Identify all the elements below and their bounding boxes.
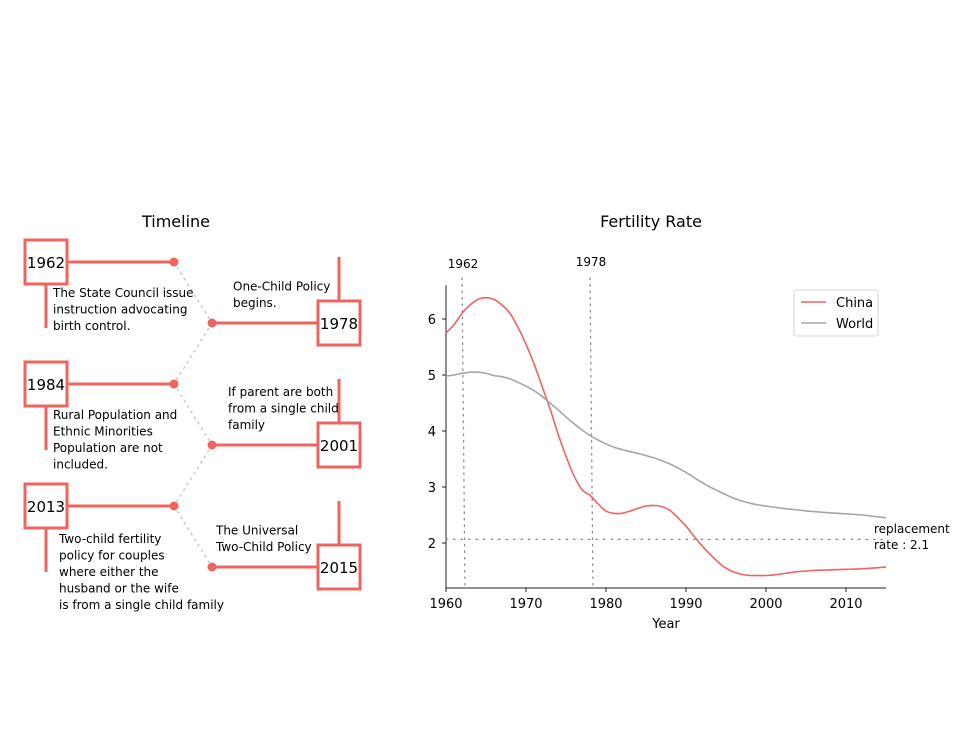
event-description-line: is from a single child family: [59, 598, 224, 612]
timeline-connector: [173, 261, 213, 324]
event-description-line: where either the: [59, 565, 159, 579]
x-tick-label: 2010: [829, 597, 862, 612]
chart-title: Fertility Rate: [600, 212, 702, 231]
timeline-connector: [173, 383, 213, 446]
y-tick-label: 5: [428, 369, 436, 384]
year-label-right: 1978: [320, 315, 358, 333]
chart-legend: China World: [793, 289, 879, 337]
year-label-right: 2001: [320, 437, 358, 455]
timeline-dot-right: [207, 562, 217, 572]
legend-label-china: China: [836, 296, 873, 311]
timeline-dot-left: [169, 501, 179, 511]
event-description-line: included.: [53, 458, 108, 472]
year-label-left: 2013: [27, 498, 65, 516]
timeline-title: Timeline: [141, 212, 210, 231]
event-description-line: policy for couples: [59, 549, 165, 563]
replacement-rate-label: replacement: [874, 522, 950, 536]
y-tick-label: 4: [428, 425, 436, 440]
reference-vline: [589, 277, 594, 589]
fertility-chart: 2 3 4 5 6 1960 1970 1980 1990 2000 2010 Year 1962 197…: [428, 255, 950, 632]
year-box-right: [316, 299, 362, 347]
event-description-line: One-Child Policy: [233, 280, 330, 294]
event-description-line: birth control.: [53, 319, 130, 333]
year-box-left: [23, 238, 69, 286]
year-label-left: 1962: [27, 254, 65, 272]
series-line-china: [445, 296, 887, 577]
timeline-dot-left: [169, 257, 179, 267]
year-box-left: [23, 360, 69, 408]
event-description-line: begins.: [233, 296, 277, 310]
year-box-left: [23, 482, 69, 530]
event-description-line: family: [228, 418, 265, 432]
x-tick-label: 1980: [589, 597, 622, 612]
year-label-left: 1984: [27, 376, 65, 394]
timeline-dot-right: [207, 318, 217, 328]
event-description-line: The Universal: [215, 524, 298, 538]
event-description-line: from a single child: [228, 402, 339, 416]
x-tick-label: 2000: [749, 597, 782, 612]
reference-vline: [461, 277, 466, 589]
timeline-connector: [173, 505, 213, 568]
series-line-world: [445, 371, 887, 519]
event-description-line: If parent are both: [228, 385, 333, 399]
event-description-line: Rural Population and: [53, 408, 177, 422]
year-label-right: 2015: [320, 559, 358, 577]
timeline-dot-right: [207, 440, 217, 450]
reference-vline-label: 1978: [576, 255, 607, 269]
replacement-rate-label: rate : 2.1: [874, 538, 929, 552]
x-tick-label: 1990: [669, 597, 702, 612]
x-tick-label: 1960: [429, 597, 462, 612]
y-tick-label: 2: [428, 537, 436, 552]
event-description-line: The State Council issue: [52, 286, 194, 300]
reference-vline-label: 1962: [448, 257, 479, 271]
event-description-line: Two-child fertility: [58, 532, 161, 546]
year-box-right: [316, 421, 362, 469]
year-box-right: [316, 543, 362, 591]
y-tick-label: 3: [428, 481, 436, 496]
event-description-line: Ethnic Minorities: [53, 425, 153, 439]
x-tick-label: 1970: [509, 597, 542, 612]
event-description-line: Two-Child Policy: [215, 540, 312, 554]
event-description-line: Population are not: [53, 441, 163, 455]
timeline-dot-left: [169, 379, 179, 389]
event-description-line: husband or the wife: [59, 582, 179, 596]
timeline-panel: 1962 The State Council issue instruction a…: [23, 238, 362, 612]
y-tick-label: 6: [428, 313, 436, 328]
legend-label-world: World: [836, 317, 873, 332]
x-axis-label: Year: [651, 617, 680, 632]
event-description-line: instruction advocating: [53, 303, 187, 317]
timeline-connector: [173, 322, 213, 385]
timeline-connector: [173, 444, 213, 507]
